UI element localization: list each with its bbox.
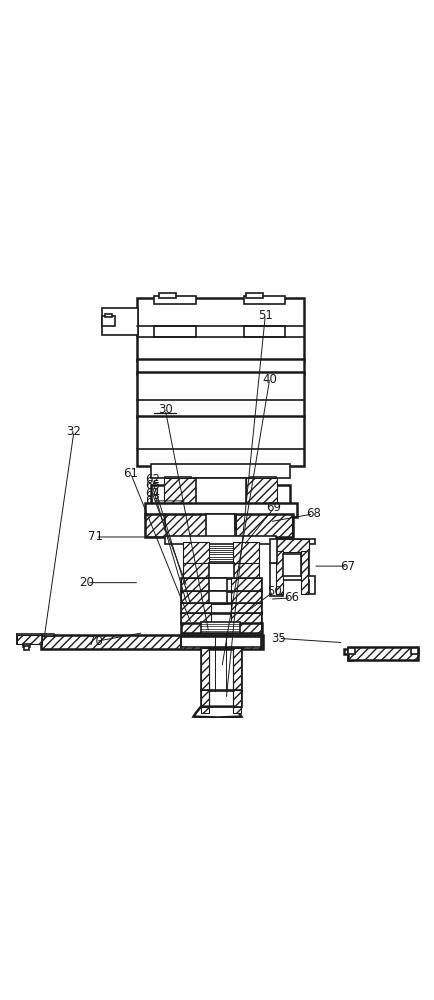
Bar xyxy=(347,647,417,660)
Bar xyxy=(154,296,195,304)
Bar xyxy=(276,551,283,594)
Text: 68: 68 xyxy=(305,507,320,520)
Text: 40: 40 xyxy=(262,373,276,386)
Text: 35: 35 xyxy=(270,632,285,645)
Bar xyxy=(230,613,260,624)
Text: 20: 20 xyxy=(79,576,94,589)
Bar xyxy=(230,578,260,592)
Bar xyxy=(230,603,260,614)
Text: 64: 64 xyxy=(145,487,159,500)
Bar xyxy=(201,648,208,691)
Bar xyxy=(102,316,115,326)
Bar xyxy=(180,623,210,633)
Bar xyxy=(180,613,262,624)
Bar xyxy=(165,477,191,487)
Bar xyxy=(243,326,284,337)
Bar xyxy=(151,485,289,504)
Bar xyxy=(232,563,258,579)
Polygon shape xyxy=(17,634,54,644)
Bar xyxy=(230,623,260,633)
Bar xyxy=(232,648,240,691)
Bar xyxy=(208,563,233,579)
Text: 30: 30 xyxy=(158,403,172,416)
Bar xyxy=(164,478,195,504)
Bar xyxy=(180,637,262,647)
Bar xyxy=(137,298,304,361)
Text: 70: 70 xyxy=(88,635,103,648)
Bar xyxy=(180,603,262,614)
Bar xyxy=(301,551,308,594)
Text: 69: 69 xyxy=(266,501,281,514)
Polygon shape xyxy=(343,649,417,660)
Text: 63: 63 xyxy=(145,494,159,507)
Bar xyxy=(145,514,292,537)
Bar xyxy=(269,539,276,563)
Bar xyxy=(105,314,112,317)
Bar xyxy=(208,578,227,592)
Bar xyxy=(102,308,138,335)
Bar xyxy=(137,359,304,374)
Bar xyxy=(235,514,292,537)
Text: 32: 32 xyxy=(66,425,81,438)
Bar xyxy=(347,648,354,654)
Bar xyxy=(232,707,240,713)
Text: 71: 71 xyxy=(88,530,103,543)
Text: 66: 66 xyxy=(283,591,298,604)
Text: 50: 50 xyxy=(266,585,281,598)
Bar xyxy=(232,542,258,564)
Bar xyxy=(180,578,210,592)
Bar xyxy=(245,478,276,504)
Bar xyxy=(145,503,296,517)
Bar xyxy=(195,478,245,504)
Bar xyxy=(156,373,206,383)
Bar xyxy=(151,464,289,478)
Bar xyxy=(410,648,417,654)
Bar xyxy=(347,647,417,660)
Bar xyxy=(250,477,276,487)
Bar xyxy=(23,644,30,647)
Text: 61: 61 xyxy=(123,467,138,480)
Bar xyxy=(180,623,262,633)
Bar xyxy=(201,707,208,713)
Bar xyxy=(201,648,241,691)
Bar xyxy=(232,690,240,707)
Polygon shape xyxy=(193,707,241,717)
Bar xyxy=(201,622,239,633)
Bar xyxy=(180,603,210,614)
Bar xyxy=(24,646,29,650)
Bar xyxy=(137,416,304,466)
Bar xyxy=(232,373,282,383)
Bar xyxy=(243,296,284,304)
Bar xyxy=(137,372,304,417)
Bar xyxy=(17,635,42,644)
Bar xyxy=(180,578,262,592)
Bar xyxy=(208,591,227,604)
Bar xyxy=(230,591,260,604)
Bar xyxy=(41,635,263,649)
Bar xyxy=(182,542,208,564)
Bar xyxy=(158,293,176,298)
Text: 65: 65 xyxy=(145,479,159,492)
Bar xyxy=(180,591,210,604)
Bar xyxy=(201,690,241,707)
Bar xyxy=(283,554,301,576)
Bar xyxy=(154,326,195,337)
Text: 62: 62 xyxy=(145,473,159,486)
Polygon shape xyxy=(269,539,315,596)
Bar xyxy=(182,563,208,579)
Bar xyxy=(180,591,262,604)
Text: 51: 51 xyxy=(257,309,272,322)
Bar xyxy=(180,613,210,624)
Bar xyxy=(41,635,263,649)
Bar xyxy=(245,293,263,298)
Text: 67: 67 xyxy=(340,560,355,573)
Bar xyxy=(201,690,208,707)
Bar xyxy=(165,536,276,543)
Bar xyxy=(145,514,205,537)
Bar xyxy=(276,539,308,552)
Bar xyxy=(205,514,235,537)
